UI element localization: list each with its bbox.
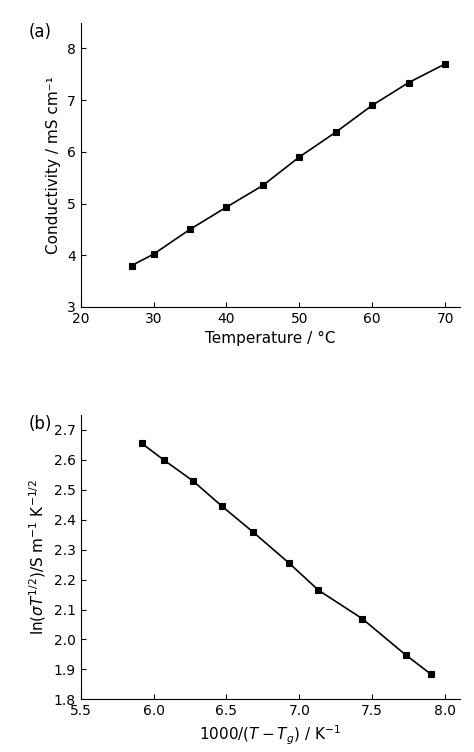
Text: (a): (a) — [28, 23, 52, 41]
X-axis label: Temperature / °C: Temperature / °C — [205, 332, 336, 347]
Y-axis label: ln($\sigma T^{1/2}$)$/$S m$^{-1}$ K$^{-1/2}$: ln($\sigma T^{1/2}$)$/$S m$^{-1}$ K$^{-1… — [27, 479, 48, 635]
Text: (b): (b) — [28, 415, 52, 433]
X-axis label: 1000/$(T-T_g)$ / K$^{-1}$: 1000/$(T-T_g)$ / K$^{-1}$ — [199, 723, 341, 747]
Y-axis label: Conductivity / mS cm⁻¹: Conductivity / mS cm⁻¹ — [46, 76, 61, 253]
